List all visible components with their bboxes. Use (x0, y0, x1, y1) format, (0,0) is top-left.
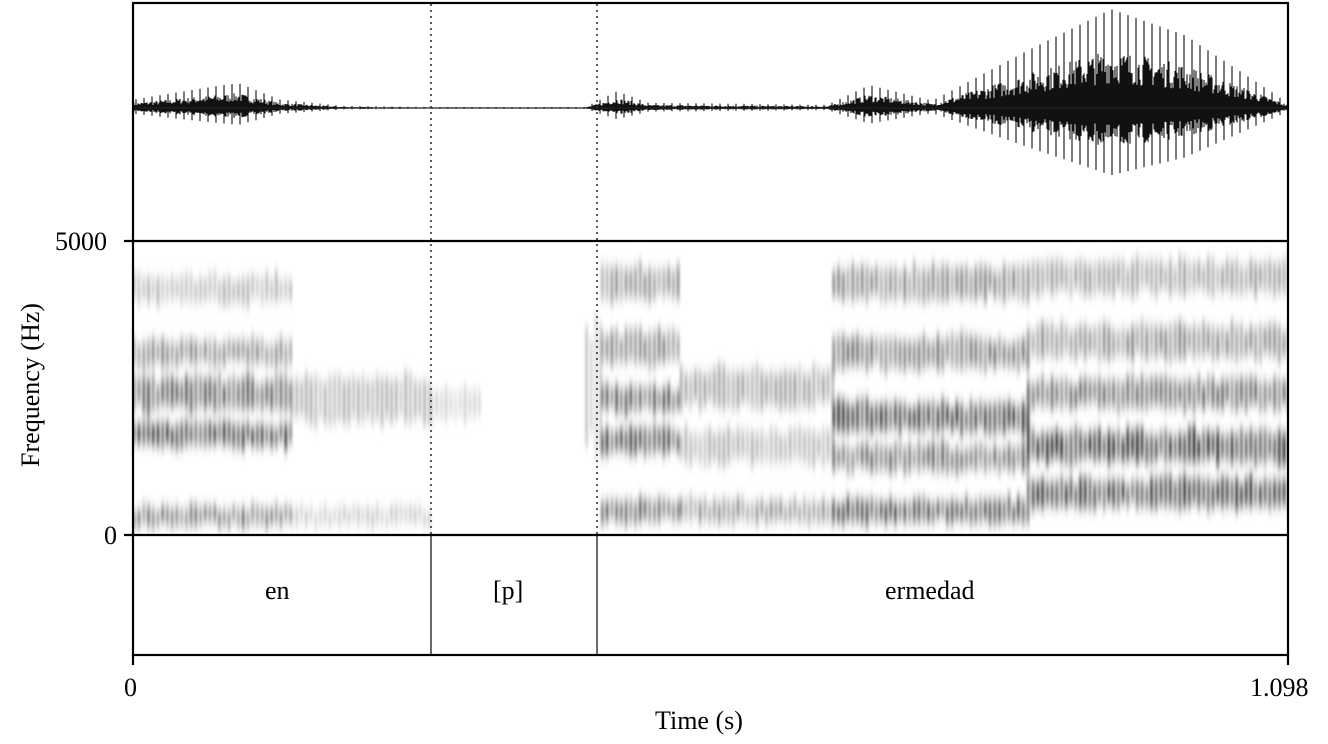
figure-frame (124, 1, 1290, 665)
tier-label-en: en (265, 576, 290, 605)
x-tick-end: 1.098 (1250, 673, 1309, 702)
y-axis-label: Frequency (Hz) (16, 303, 45, 467)
boundary-lines (430, 4, 598, 655)
y-tick-5000: 5000 (55, 227, 107, 256)
x-tick-0: 0 (124, 673, 137, 702)
tier-label-ermedad: ermedad (885, 576, 975, 605)
spectrogram-panel (134, 255, 1286, 530)
tier-label-p: [p] (493, 576, 524, 605)
x-axis-label: Time (s) (655, 706, 743, 735)
y-tick-0: 0 (104, 521, 117, 550)
waveform-panel (134, 9, 1287, 175)
